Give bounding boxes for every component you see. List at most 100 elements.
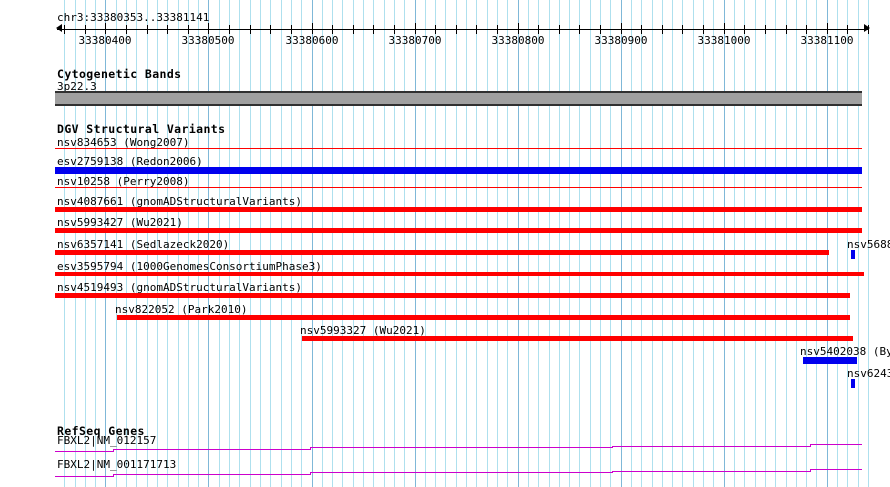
ruler-tick — [827, 23, 828, 34]
grid-line-minor — [538, 0, 539, 487]
ruler-tick — [847, 25, 848, 34]
ruler-tick — [126, 25, 127, 34]
gene-intron-connector — [310, 447, 311, 450]
ruler-tick — [662, 25, 663, 34]
grid-line-minor — [734, 0, 735, 487]
grid-line-minor — [837, 0, 838, 487]
grid-line-major — [724, 0, 725, 487]
variant-bar[interactable] — [302, 336, 853, 341]
gene-intron-connector — [113, 474, 114, 477]
variant-bar[interactable] — [851, 250, 855, 259]
grid-line-minor — [569, 0, 570, 487]
gene-exon-segment[interactable] — [612, 471, 810, 472]
grid-line-minor — [301, 0, 302, 487]
gene-intron-connector — [113, 449, 114, 452]
variant-bar[interactable] — [55, 228, 862, 233]
grid-line-minor — [239, 0, 240, 487]
variant-label: esv2759138 (Redon2006) — [57, 155, 203, 168]
variant-label: nsv6243 — [847, 367, 890, 380]
ruler-tick — [538, 25, 539, 34]
grid-line-minor — [549, 0, 550, 487]
grid-line-minor — [652, 0, 653, 487]
variant-bar[interactable] — [55, 187, 862, 188]
grid-line-minor — [631, 0, 632, 487]
grid-line-minor — [497, 0, 498, 487]
grid-line-major — [415, 0, 416, 487]
ruler-tick-label: 33381100 — [800, 34, 854, 47]
track-title-cytogenetic-bands: Cytogenetic Bands — [57, 67, 182, 81]
grid-line-minor — [363, 0, 364, 487]
gene-exon-segment[interactable] — [113, 449, 310, 450]
grid-line-minor — [425, 0, 426, 487]
ruler-tick — [497, 25, 498, 34]
variant-bar[interactable] — [803, 357, 857, 364]
grid-line-minor — [384, 0, 385, 487]
variant-bar[interactable] — [55, 148, 862, 149]
grid-line-minor — [662, 0, 663, 487]
ruler-tick — [621, 23, 622, 34]
ruler-tick — [600, 25, 601, 34]
ruler-tick — [188, 25, 189, 34]
ruler-tick — [312, 23, 313, 34]
ruler-tick — [332, 25, 333, 34]
ruler-tick — [270, 25, 271, 34]
variant-bar[interactable] — [55, 207, 862, 212]
grid-line-minor — [487, 0, 488, 487]
variant-label: nsv4087661 (gnomADStructuralVariants) — [57, 195, 303, 208]
variant-bar[interactable] — [55, 250, 829, 255]
grid-line-minor — [796, 0, 797, 487]
ruler-tick — [559, 25, 560, 34]
ruler-tick — [64, 25, 65, 34]
ruler-tick-label: 33380900 — [594, 34, 648, 47]
cytoband-bar[interactable] — [55, 91, 862, 106]
ruler-tick — [394, 25, 395, 34]
ruler-tick — [229, 25, 230, 34]
gene-label: FBXL2|NM_012157 — [57, 434, 157, 447]
locus-label: chr3:33380353..33381141 — [57, 11, 210, 24]
variant-label: esv3595794 (1000GenomesConsortiumPhase3) — [57, 260, 322, 273]
grid-line-minor — [806, 0, 807, 487]
grid-line-minor — [404, 0, 405, 487]
variant-label: nsv5688 — [847, 238, 890, 251]
ruler-left-arrow-icon — [56, 24, 62, 32]
gene-exon-segment[interactable] — [810, 469, 862, 470]
gene-exon-segment[interactable] — [810, 444, 862, 445]
grid-line-minor — [528, 0, 529, 487]
ruler-tick-label: 33380700 — [388, 34, 442, 47]
ruler-tick — [291, 25, 292, 34]
variant-bar[interactable] — [55, 293, 850, 298]
gene-exon-segment[interactable] — [612, 446, 810, 447]
variant-label: nsv6357141 (Sedlazeck2020) — [57, 238, 230, 251]
grid-line-minor — [281, 0, 282, 487]
ruler-tick — [250, 25, 251, 34]
variant-label: nsv10258 (Perry2008) — [57, 175, 190, 188]
ruler-axis-line — [57, 29, 869, 30]
grid-line-minor — [250, 0, 251, 487]
ruler-tick — [476, 25, 477, 34]
grid-line-minor — [466, 0, 467, 487]
grid-line-minor — [332, 0, 333, 487]
variant-bar[interactable] — [851, 379, 855, 388]
variant-bar[interactable] — [55, 167, 862, 174]
grid-line-minor — [600, 0, 601, 487]
grid-line-minor — [260, 0, 261, 487]
grid-line-minor — [765, 0, 766, 487]
gene-exon-segment[interactable] — [55, 476, 113, 477]
gene-exon-segment[interactable] — [310, 472, 612, 473]
variant-bar[interactable] — [55, 272, 864, 276]
gene-exon-segment[interactable] — [310, 447, 612, 448]
grid-line-minor — [703, 0, 704, 487]
ruler-tick — [208, 23, 209, 34]
variant-label: nsv5993327 (Wu2021) — [300, 324, 426, 337]
grid-line-minor — [476, 0, 477, 487]
gene-exon-segment[interactable] — [113, 474, 310, 475]
gene-intron-connector — [612, 446, 613, 448]
track-title-refseq-genes: RefSeq Genes — [57, 424, 145, 438]
grid-line-major — [827, 0, 828, 487]
grid-line-minor — [641, 0, 642, 487]
ruler-tick — [786, 25, 787, 34]
variant-bar[interactable] — [117, 315, 850, 320]
gene-exon-segment[interactable] — [55, 451, 113, 452]
track-title-dgv-structural-variants: DGV Structural Variants — [57, 122, 226, 136]
